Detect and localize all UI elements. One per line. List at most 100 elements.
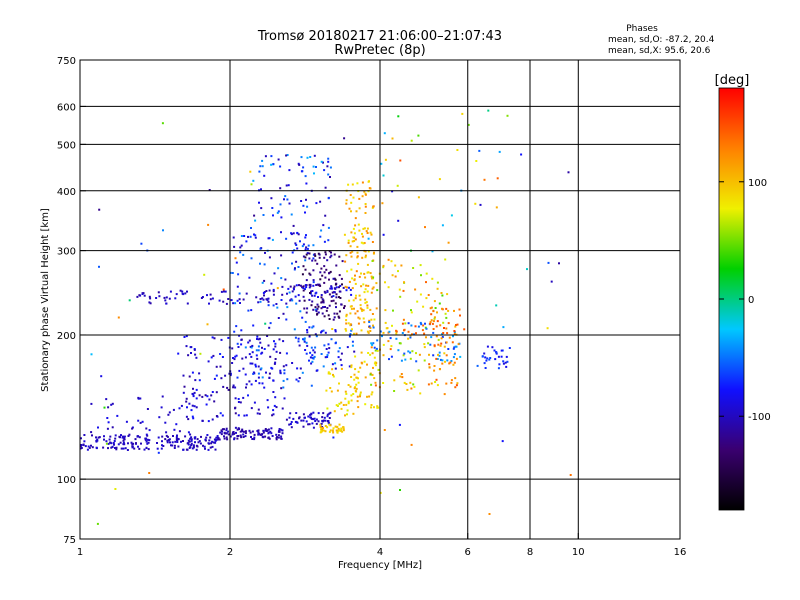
- data-point: [186, 302, 189, 305]
- data-point: [390, 345, 393, 348]
- data-point: [458, 308, 461, 311]
- data-point: [287, 184, 290, 187]
- data-point: [316, 312, 319, 315]
- data-point: [550, 280, 553, 283]
- data-point: [332, 431, 335, 434]
- data-point: [434, 307, 437, 309]
- data-point: [336, 425, 339, 428]
- data-point: [308, 359, 310, 362]
- data-point: [413, 333, 415, 336]
- data-point: [485, 359, 488, 362]
- data-point: [345, 319, 348, 322]
- data-point: [231, 433, 234, 436]
- data-point: [292, 417, 295, 420]
- data-point: [321, 426, 324, 428]
- data-point: [291, 251, 294, 254]
- data-point: [222, 288, 225, 291]
- data-point: [271, 207, 274, 209]
- data-point: [303, 307, 306, 310]
- data-point: [329, 411, 332, 414]
- data-point: [443, 345, 446, 348]
- data-point: [353, 387, 356, 390]
- data-point: [225, 302, 228, 305]
- data-point: [295, 284, 298, 287]
- data-point: [297, 340, 300, 343]
- data-point: [252, 371, 255, 374]
- colorbar-tick-label: -100: [748, 412, 771, 423]
- data-point: [327, 371, 330, 374]
- data-point: [114, 437, 117, 440]
- data-point: [320, 267, 323, 270]
- data-point: [310, 417, 313, 420]
- data-point: [431, 322, 434, 325]
- data-point: [340, 401, 343, 404]
- data-point: [351, 250, 354, 253]
- data-point: [384, 309, 387, 312]
- data-point: [338, 423, 341, 426]
- data-point: [441, 307, 443, 310]
- data-point: [354, 282, 357, 285]
- data-point: [218, 299, 221, 302]
- data-point: [362, 309, 365, 312]
- data-point: [237, 414, 240, 417]
- data-point: [416, 300, 419, 303]
- data-point: [386, 327, 389, 330]
- data-point: [256, 430, 259, 432]
- data-point: [109, 441, 112, 444]
- data-point: [348, 207, 351, 210]
- data-point: [163, 296, 166, 299]
- data-point: [456, 382, 459, 385]
- data-point: [353, 240, 356, 242]
- data-point: [350, 231, 353, 234]
- data-point: [318, 256, 321, 259]
- data-point: [112, 442, 115, 444]
- data-point: [443, 393, 446, 396]
- data-point: [406, 388, 409, 391]
- data-point: [195, 356, 198, 359]
- data-point: [450, 360, 453, 362]
- data-point: [207, 448, 210, 451]
- data-point: [370, 393, 373, 396]
- data-point: [443, 327, 445, 329]
- data-point: [453, 346, 456, 349]
- data-point: [258, 412, 261, 415]
- data-point: [481, 355, 484, 358]
- data-point: [370, 383, 373, 386]
- data-point: [337, 315, 340, 318]
- data-point: [350, 293, 353, 296]
- data-point: [401, 376, 404, 379]
- data-point: [270, 155, 273, 158]
- data-point: [123, 437, 126, 440]
- data-point: [282, 365, 285, 368]
- data-point: [279, 187, 282, 190]
- data-point: [223, 290, 225, 293]
- data-point: [219, 412, 222, 415]
- data-point: [250, 383, 253, 386]
- data-point: [125, 420, 128, 423]
- data-point: [305, 311, 308, 314]
- data-point: [164, 299, 167, 302]
- data-point: [324, 291, 327, 294]
- data-point: [272, 391, 275, 393]
- data-point: [345, 313, 348, 316]
- data-point: [314, 420, 317, 422]
- data-point: [188, 402, 191, 405]
- data-point: [326, 413, 329, 416]
- data-point: [331, 291, 334, 294]
- data-point: [324, 430, 327, 433]
- data-point: [286, 154, 289, 156]
- data-point: [347, 400, 350, 403]
- data-point: [348, 335, 351, 338]
- data-point: [438, 351, 441, 354]
- data-point: [244, 373, 247, 376]
- data-point: [257, 431, 260, 434]
- data-point: [365, 230, 368, 233]
- data-point: [453, 361, 456, 364]
- data-point: [262, 214, 265, 216]
- data-point: [291, 262, 293, 265]
- data-point: [110, 446, 113, 449]
- data-point: [502, 326, 505, 329]
- data-point: [366, 232, 369, 234]
- data-point: [266, 429, 269, 432]
- data-point: [445, 354, 448, 357]
